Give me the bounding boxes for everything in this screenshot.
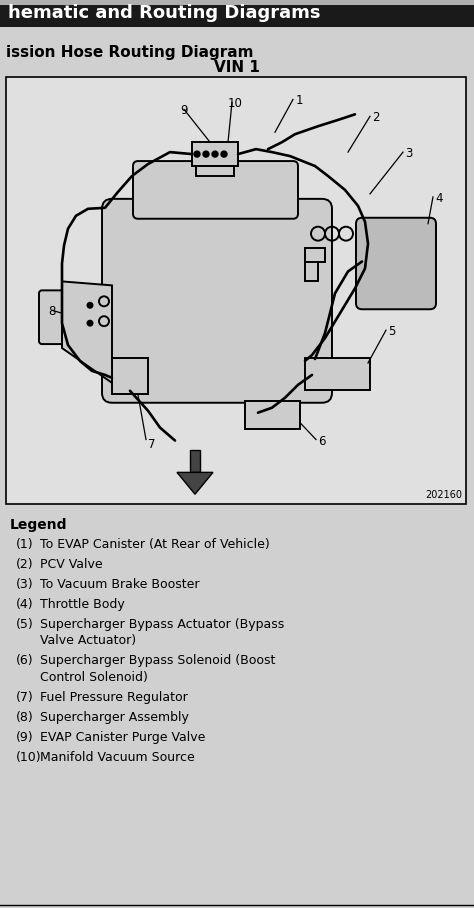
Text: Manifold Vacuum Source: Manifold Vacuum Source [40,751,195,764]
Text: (8): (8) [16,711,34,724]
Bar [190,450,200,472]
Text: To Vacuum Brake Booster: To Vacuum Brake Booster [40,577,200,591]
Text: 4: 4 [435,192,443,205]
Text: (5): (5) [16,617,34,630]
Text: (4): (4) [16,597,34,611]
Text: (6): (6) [16,655,34,667]
FancyBboxPatch shape [356,218,436,310]
Text: To EVAP Canister (At Rear of Vehicle): To EVAP Canister (At Rear of Vehicle) [40,538,270,551]
Circle shape [212,151,218,157]
Text: (1): (1) [16,538,34,551]
Text: PCV Valve: PCV Valve [40,558,103,571]
Text: hematic and Routing Diagrams: hematic and Routing Diagrams [8,4,320,22]
Bar [112,358,148,394]
FancyBboxPatch shape [39,291,67,344]
Bar [305,358,370,390]
Text: VIN 1: VIN 1 [214,60,260,74]
Text: 2: 2 [372,112,380,124]
Text: (10): (10) [16,751,42,764]
Text: Supercharger Assembly: Supercharger Assembly [40,711,189,724]
Text: (7): (7) [16,691,34,705]
Text: EVAP Canister Purge Valve: EVAP Canister Purge Valve [40,731,205,744]
Text: 1: 1 [296,94,303,107]
Circle shape [86,301,93,309]
Text: Throttle Body: Throttle Body [40,597,125,611]
Text: Legend: Legend [10,518,67,532]
Bar [6,76,466,504]
Bar [196,166,234,176]
Text: Supercharger Bypass Actuator (Bypass
Valve Actuator): Supercharger Bypass Actuator (Bypass Val… [40,617,284,647]
Bar [305,248,325,262]
Text: Fuel Pressure Regulator: Fuel Pressure Regulator [40,691,188,705]
Text: Supercharger Bypass Solenoid (Boost
Control Solenoid): Supercharger Bypass Solenoid (Boost Cont… [40,655,275,684]
Bar [192,143,238,166]
Text: 202160: 202160 [425,490,462,500]
Text: 3: 3 [405,147,412,160]
Bar [245,400,300,429]
Circle shape [221,151,227,157]
Circle shape [194,151,200,157]
Text: (9): (9) [16,731,34,744]
Polygon shape [62,281,112,383]
FancyBboxPatch shape [133,161,298,219]
Circle shape [86,320,93,327]
Text: (2): (2) [16,558,34,571]
FancyBboxPatch shape [102,199,332,403]
Bar [0,5,474,27]
Text: 9: 9 [180,104,188,117]
Text: 8: 8 [48,305,55,319]
Text: 5: 5 [388,325,395,338]
Text: 6: 6 [318,435,326,448]
Bar [305,262,318,281]
Text: 7: 7 [148,438,155,450]
Text: ission Hose Routing Diagram: ission Hose Routing Diagram [6,44,254,60]
Text: (3): (3) [16,577,34,591]
Polygon shape [177,472,213,494]
Text: 10: 10 [228,97,243,111]
Circle shape [203,151,209,157]
